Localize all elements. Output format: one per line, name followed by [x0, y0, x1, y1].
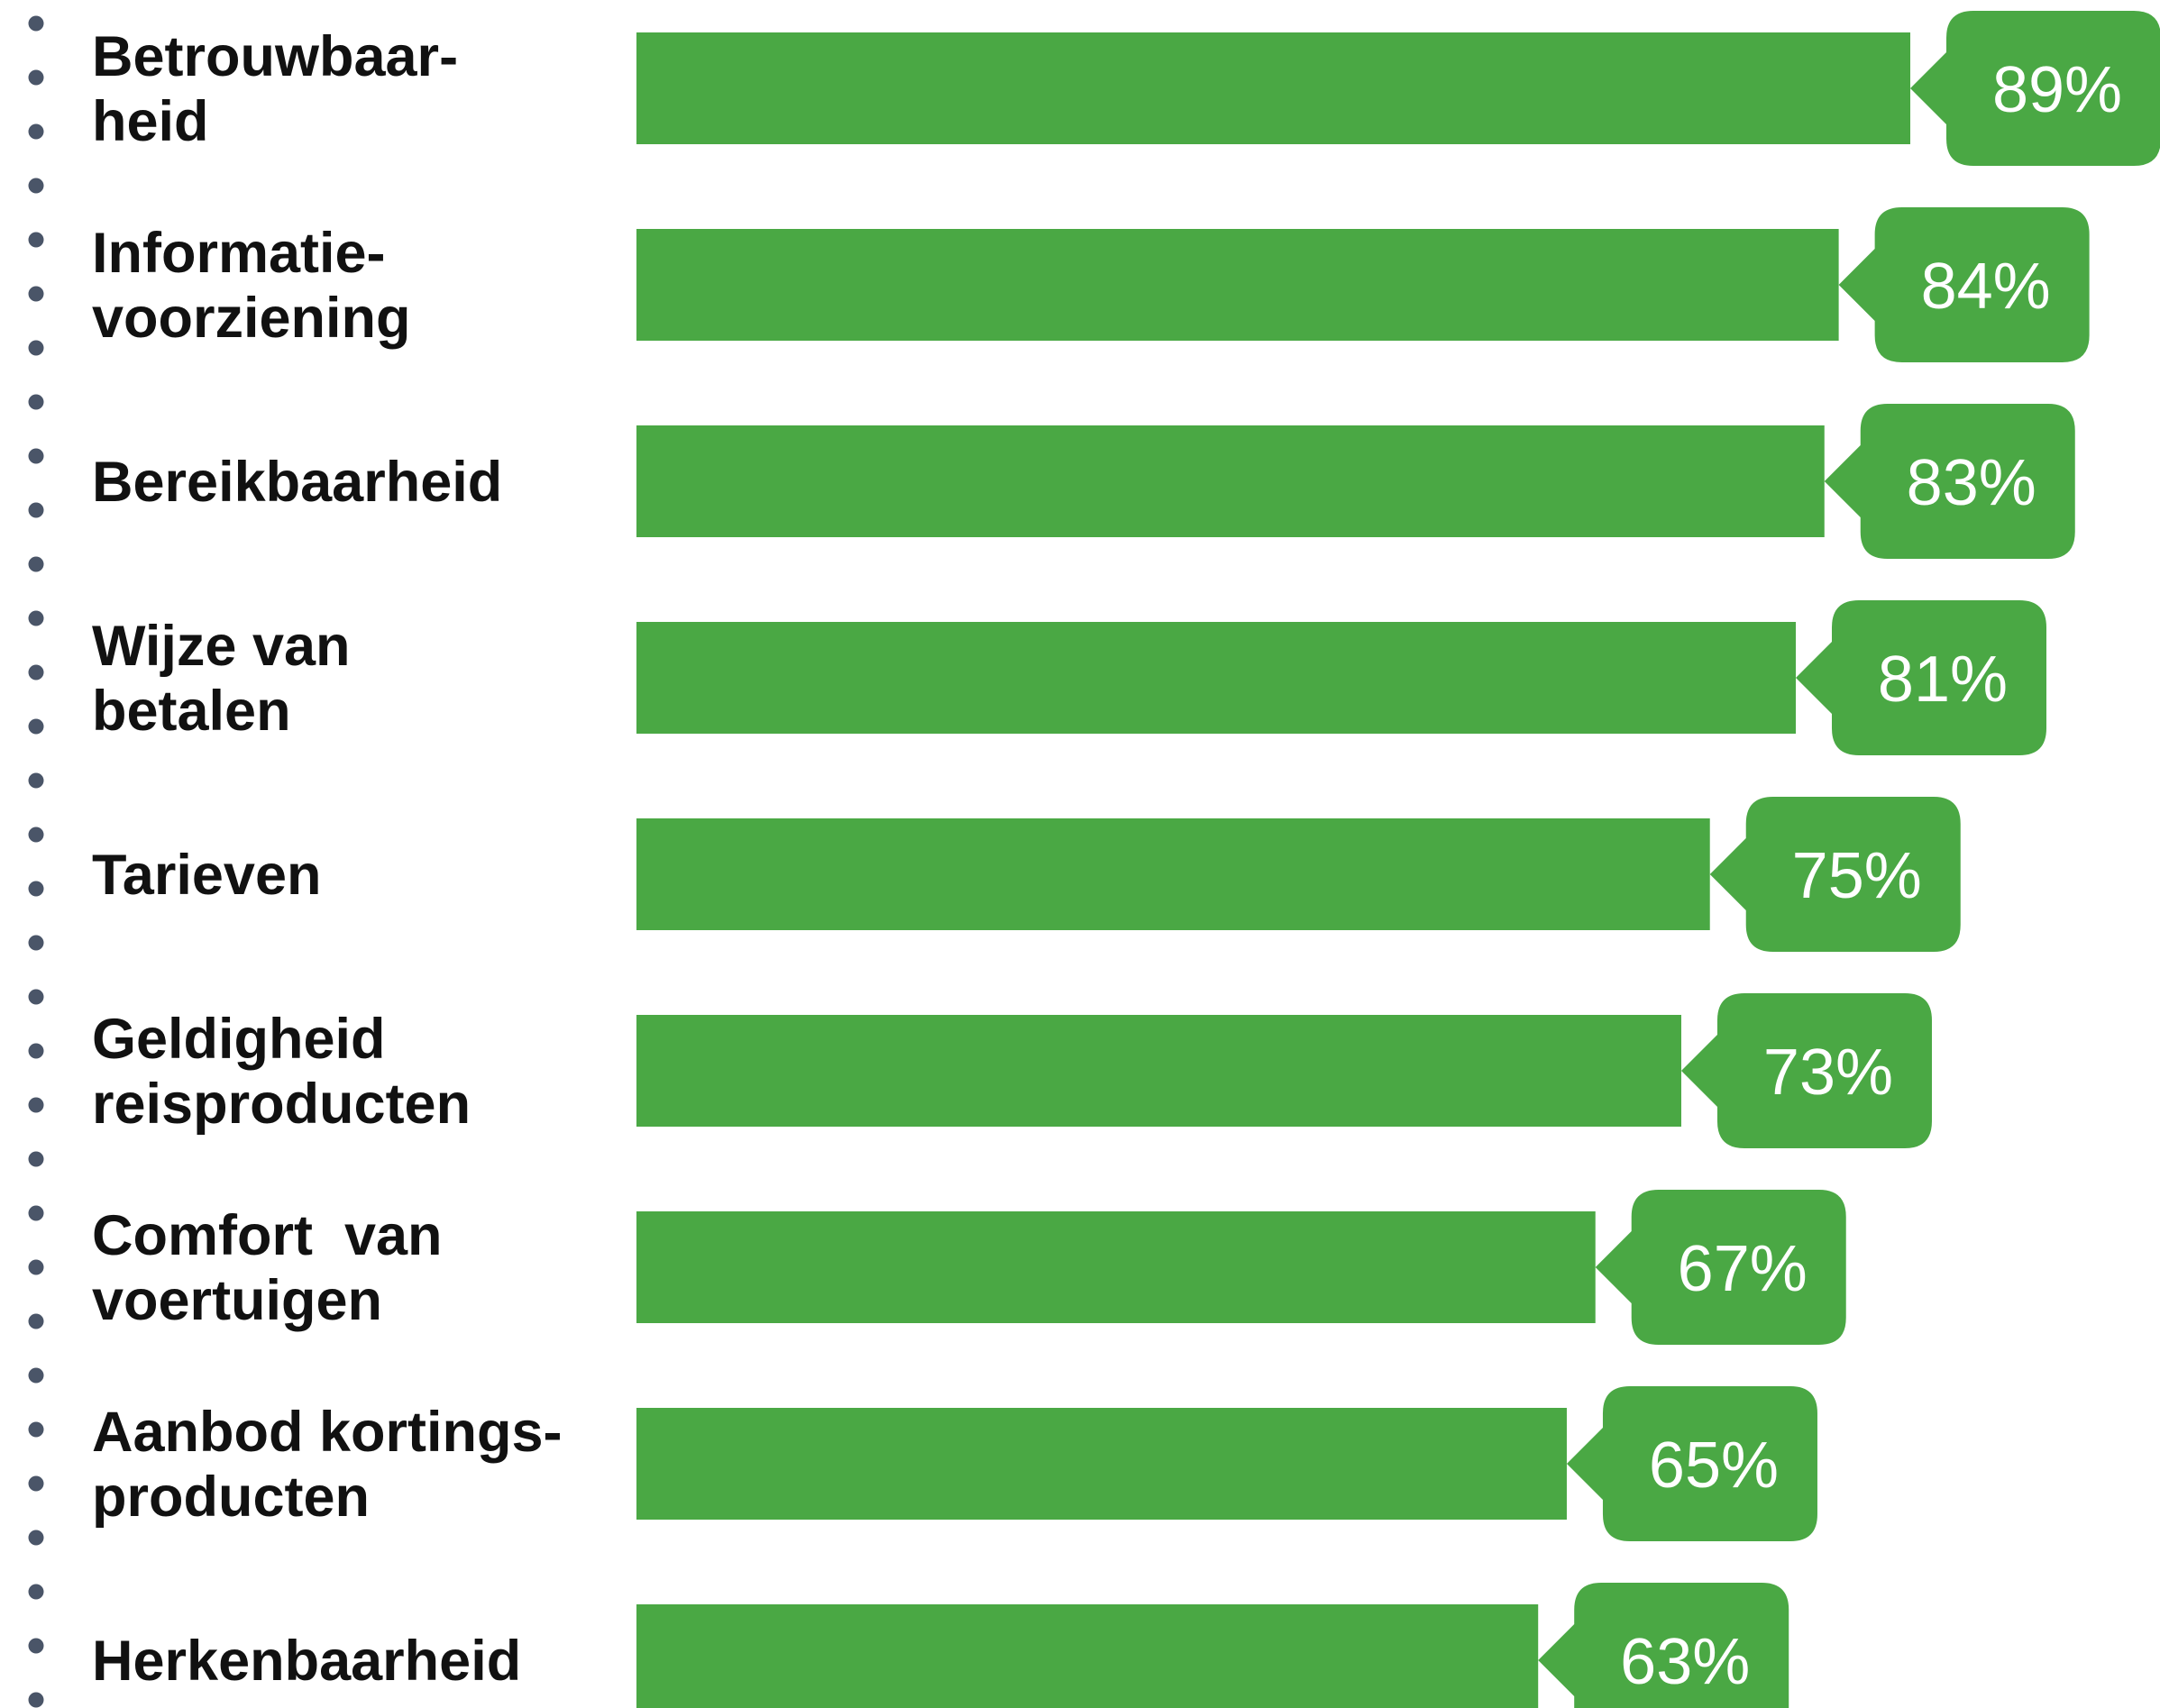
value-label: 83% — [1907, 447, 2036, 519]
category-label: Herkenbaarheid — [92, 1630, 521, 1693]
value-label: 84% — [1921, 251, 2051, 323]
value-callout — [1795, 600, 2046, 755]
category-label: Bereikbaarheid — [92, 451, 502, 514]
border-dot — [28, 394, 44, 410]
category-label: voertuigen — [92, 1269, 382, 1332]
border-dot — [28, 123, 44, 140]
border-dot — [28, 1530, 44, 1546]
border-dot — [28, 1097, 44, 1113]
category-label: Wijze van — [92, 615, 351, 678]
category-label: Comfort van — [92, 1204, 443, 1267]
value-label: 75% — [1792, 840, 1922, 912]
category-label: Betrouwbaar- — [92, 25, 458, 88]
value-callout — [1538, 1583, 1789, 1708]
category-label: Tarieven — [92, 844, 321, 907]
value-callout — [1680, 993, 1932, 1148]
border-dot — [28, 1475, 44, 1492]
bar — [636, 425, 1825, 537]
bars-group: 89% Betrouwbaar-heid 84% Informatie-voorzie… — [92, 11, 2160, 1708]
category-label: producten — [92, 1466, 370, 1529]
border-dot — [28, 610, 44, 626]
border-dot — [28, 1043, 44, 1059]
border-dot — [28, 989, 44, 1005]
bar — [636, 1211, 1596, 1323]
border-dot — [28, 881, 44, 897]
bar — [636, 1604, 1539, 1708]
border-dot — [28, 502, 44, 518]
category-label: Aanbod kortings- — [92, 1401, 562, 1464]
bar-row: 65% Aanbod kortings-producten — [92, 1386, 1817, 1541]
border-dot — [28, 664, 44, 680]
category-label: Informatie- — [92, 222, 386, 285]
border-dot — [28, 1151, 44, 1167]
border-dot — [28, 556, 44, 572]
border-dot — [28, 935, 44, 951]
border-dot — [28, 340, 44, 356]
category-label: Geldigheid — [92, 1008, 386, 1071]
dotted-left-border — [28, 15, 44, 1708]
border-dot — [28, 69, 44, 86]
border-dot — [28, 718, 44, 735]
value-callout — [1824, 404, 2075, 559]
bar-row: 75% Tarieven — [92, 797, 1961, 952]
bar-row: 84% Informatie-voorziening — [92, 207, 2090, 362]
bar — [636, 1408, 1567, 1520]
bar — [636, 818, 1710, 930]
value-callout — [1709, 797, 1961, 952]
border-dot — [28, 232, 44, 248]
bar — [636, 229, 1839, 341]
value-label: 65% — [1649, 1429, 1779, 1502]
value-callout — [1910, 11, 2160, 166]
category-label: reisproducten — [92, 1073, 471, 1136]
value-label: 89% — [1992, 54, 2122, 126]
value-label: 81% — [1878, 644, 2008, 716]
border-dot — [28, 1638, 44, 1654]
border-dot — [28, 15, 44, 32]
value-callout — [1838, 207, 2090, 362]
border-dot — [28, 1205, 44, 1221]
border-dot — [28, 827, 44, 843]
border-dot — [28, 772, 44, 789]
value-label: 63% — [1620, 1626, 1750, 1698]
border-dot — [28, 1259, 44, 1275]
value-callout — [1595, 1190, 1846, 1345]
value-label: 67% — [1678, 1233, 1808, 1305]
bar-row: 83% Bereikbaarheid — [92, 404, 2075, 559]
border-dot — [28, 1692, 44, 1708]
border-dot — [28, 1313, 44, 1329]
bar — [636, 622, 1796, 734]
bar-row: 63% Herkenbaarheid — [92, 1583, 1789, 1708]
border-dot — [28, 448, 44, 464]
border-dot — [28, 1421, 44, 1438]
bar — [636, 32, 1910, 144]
bar-row: 89% Betrouwbaar-heid — [92, 11, 2160, 166]
value-label: 73% — [1763, 1037, 1893, 1109]
value-callout — [1566, 1386, 1817, 1541]
category-label: heid — [92, 90, 209, 153]
border-dot — [28, 1367, 44, 1384]
category-label: voorziening — [92, 287, 411, 350]
category-label: betalen — [92, 680, 291, 743]
border-dot — [28, 1584, 44, 1600]
bar — [636, 1015, 1681, 1127]
border-dot — [28, 178, 44, 194]
border-dot — [28, 286, 44, 302]
